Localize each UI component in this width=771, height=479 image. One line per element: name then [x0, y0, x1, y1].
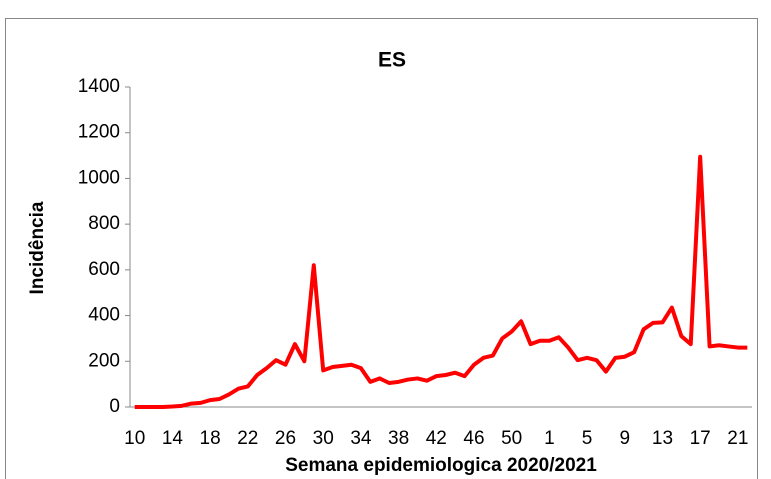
y-tick-label: 600: [88, 259, 120, 280]
x-tick-label: 50: [501, 428, 522, 449]
x-tick-label: 46: [463, 428, 484, 449]
x-axis-label: Semana epidemiologica 2020/2021: [285, 455, 597, 476]
y-tick-label: 1200: [78, 122, 120, 143]
chart-frame: [5, 18, 758, 479]
data-line: [134, 154, 748, 409]
y-tick-label: 400: [88, 305, 120, 326]
x-tick-label: 30: [313, 428, 334, 449]
x-tick-label: 17: [690, 428, 711, 449]
y-tick-label: 200: [88, 350, 120, 371]
x-tick-label: 22: [237, 428, 258, 449]
y-tick-label: 1000: [78, 167, 120, 188]
y-tick-label: 0: [109, 396, 120, 417]
x-tick-label: 34: [350, 428, 372, 449]
x-tick-label: 14: [162, 428, 184, 449]
x-tick-label: 9: [619, 428, 630, 449]
y-axis-label: Incidência: [27, 201, 48, 294]
x-tick-label: 21: [727, 428, 748, 449]
x-tick-label: 18: [200, 428, 221, 449]
chart-title: ES: [378, 49, 406, 72]
x-tick-label: 42: [426, 428, 447, 449]
x-tick-label: 1: [544, 428, 555, 449]
x-tick-label: 5: [582, 428, 593, 449]
x-tick-label: 13: [652, 428, 673, 449]
y-tick-label: 800: [88, 213, 120, 234]
x-tick-label: 26: [275, 428, 296, 449]
x-tick-label: 10: [124, 428, 145, 449]
x-tick-label: 38: [388, 428, 409, 449]
y-tick-label: 1400: [78, 76, 120, 97]
